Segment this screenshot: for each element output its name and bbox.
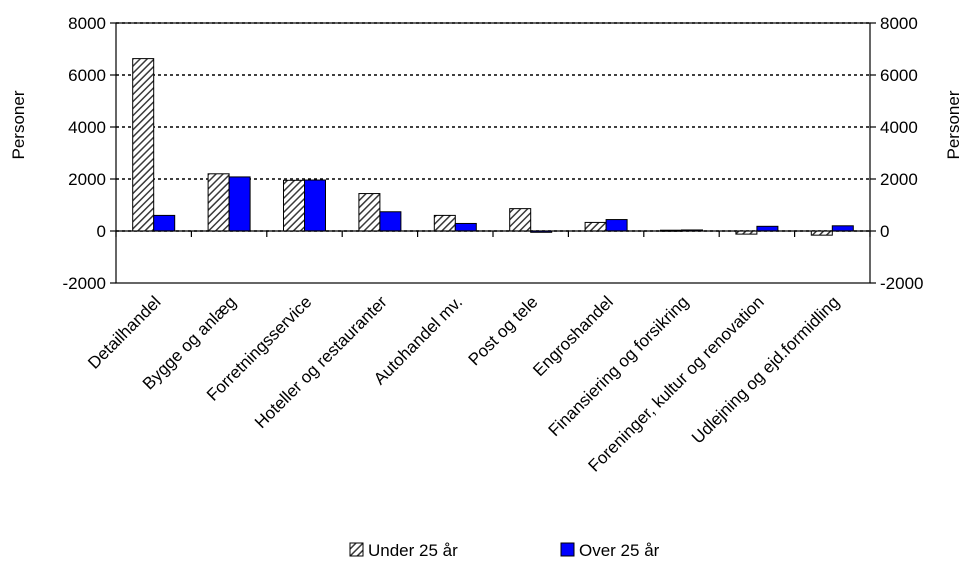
bar-under-25 xyxy=(283,179,305,232)
y-tick-label-right: 0 xyxy=(880,222,889,241)
x-category-label: Udlejning og ejd.formidling xyxy=(688,292,843,447)
y-tick-label-right: 2000 xyxy=(880,170,918,189)
x-category-label: Detailhandel xyxy=(84,292,164,372)
bar-under-25 xyxy=(810,230,833,236)
bars xyxy=(132,58,854,236)
y-tick-label-right: 4000 xyxy=(880,118,918,137)
bar-over-25 xyxy=(605,219,628,232)
y-tick-label-left: 6000 xyxy=(68,66,106,85)
bar-over-25 xyxy=(379,211,402,232)
tick-labels: -2000 -2000 0 0 2000 2000 4000 4000 6000 6000 8000… xyxy=(63,14,924,293)
plot-area xyxy=(116,23,870,283)
bar-over-25 xyxy=(304,179,326,232)
y-tick-label-right: -2000 xyxy=(880,274,923,293)
y-tick-label-right: 6000 xyxy=(880,66,918,85)
x-category-label: Hoteller og restauranter xyxy=(251,292,391,432)
y-tick-label-left: 8000 xyxy=(68,14,106,33)
bar-under-25 xyxy=(132,58,155,232)
x-category-label: Post og tele xyxy=(465,292,542,369)
y-axis-title-right: Personer xyxy=(944,90,962,159)
y-tick-label-left: 4000 xyxy=(68,118,106,137)
bar-over-25 xyxy=(756,225,779,232)
legend: Under 25 år Over 25 år xyxy=(349,541,660,560)
y-tick-label-left: -2000 xyxy=(63,274,106,293)
legend-swatch-over-25 xyxy=(560,542,575,557)
bar-over-25 xyxy=(228,176,251,232)
bar-under-25 xyxy=(584,221,607,232)
legend-label-under-25: Under 25 år xyxy=(368,541,458,560)
y-axis-title-left: Personer xyxy=(9,90,28,159)
legend-label-over-25: Over 25 år xyxy=(579,541,660,560)
bar-under-25 xyxy=(358,193,381,232)
axes xyxy=(110,22,876,284)
legend-swatch-under-25 xyxy=(349,542,364,557)
bar-over-25 xyxy=(454,222,477,232)
plot-border xyxy=(115,22,871,284)
bar-under-25 xyxy=(207,173,230,232)
bar-over-25 xyxy=(831,225,854,232)
y-tick-label-left: 0 xyxy=(97,222,106,241)
bar-under-25 xyxy=(509,208,532,232)
x-category-label: Finansiering og forsikring xyxy=(545,292,693,440)
y-tick-label-right: 8000 xyxy=(880,14,918,33)
bar-over-25 xyxy=(153,214,176,232)
bar-under-25 xyxy=(433,214,456,232)
y-tick-label-left: 2000 xyxy=(68,170,106,189)
